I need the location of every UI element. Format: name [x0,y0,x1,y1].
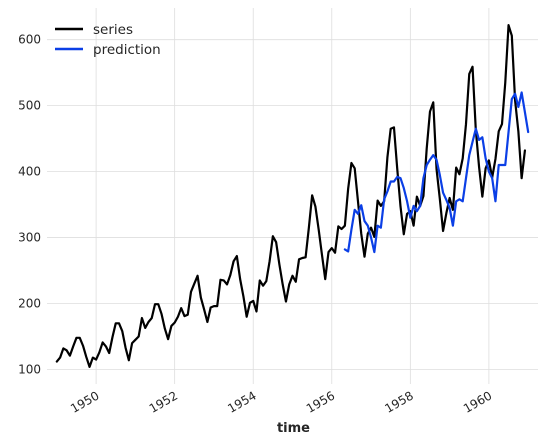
x-tick-label: 1956 [304,388,337,415]
y-tick-label: 500 [18,99,41,113]
legend-label: series [93,22,133,38]
x-axis-label: time [277,421,310,436]
x-tick-label: 1950 [68,388,101,415]
x-tick-label: 1954 [225,388,258,415]
x-axis-ticks: 1950 1952 1954 1956 1958 1960 [68,388,494,415]
grid [47,8,538,384]
series-layer [55,24,530,368]
legend-label: prediction [93,42,161,58]
series-line-1 [343,91,530,254]
y-tick-label: 600 [18,33,41,47]
y-axis-ticks: 100 200 300 400 500 600 [18,33,41,377]
y-tick-label: 100 [18,362,41,376]
legend: series prediction [55,22,161,58]
x-tick-label: 1960 [461,388,494,415]
y-tick-label: 400 [18,165,41,179]
x-tick-label: 1958 [382,388,415,415]
series-line-0 [55,24,527,368]
y-tick-label: 300 [18,231,41,245]
x-tick-label: 1952 [147,388,180,415]
y-tick-label: 200 [18,297,41,311]
